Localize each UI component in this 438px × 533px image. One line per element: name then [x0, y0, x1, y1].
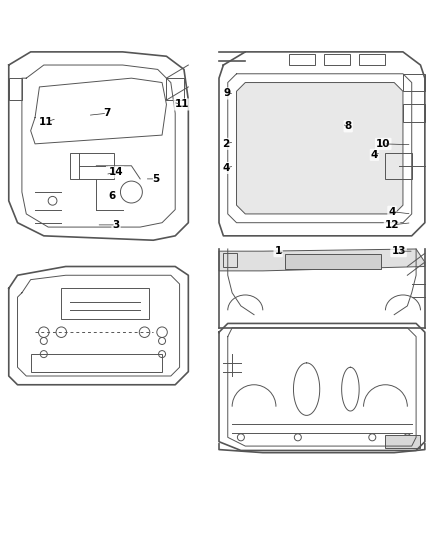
Bar	[61, 288, 149, 319]
Text: 12: 12	[385, 220, 399, 230]
Bar	[31, 354, 162, 372]
Text: 8: 8	[345, 122, 352, 131]
Text: 2: 2	[222, 139, 229, 149]
Text: 14: 14	[109, 167, 124, 177]
Text: 5: 5	[152, 174, 159, 184]
Text: 6: 6	[108, 191, 115, 201]
Bar	[289, 54, 315, 65]
Bar	[359, 54, 385, 65]
Text: 7: 7	[104, 108, 111, 118]
Bar	[403, 74, 425, 91]
Text: 3: 3	[113, 220, 120, 230]
Text: 4: 4	[389, 207, 396, 217]
Bar	[385, 435, 420, 448]
Text: 13: 13	[391, 246, 406, 256]
Polygon shape	[237, 83, 403, 214]
Text: 9: 9	[223, 88, 230, 99]
Bar	[385, 152, 412, 179]
Text: 4: 4	[223, 163, 230, 173]
Bar	[9, 78, 22, 100]
Text: 11: 11	[39, 117, 53, 127]
Bar	[403, 104, 425, 122]
Bar	[285, 254, 381, 269]
Text: 10: 10	[376, 139, 391, 149]
Polygon shape	[219, 249, 425, 271]
Text: 11: 11	[174, 100, 189, 109]
Bar	[70, 152, 114, 179]
Text: 4: 4	[371, 150, 378, 160]
Text: 1: 1	[275, 246, 282, 256]
Bar	[223, 253, 237, 266]
Bar	[324, 54, 350, 65]
Bar	[166, 78, 184, 100]
